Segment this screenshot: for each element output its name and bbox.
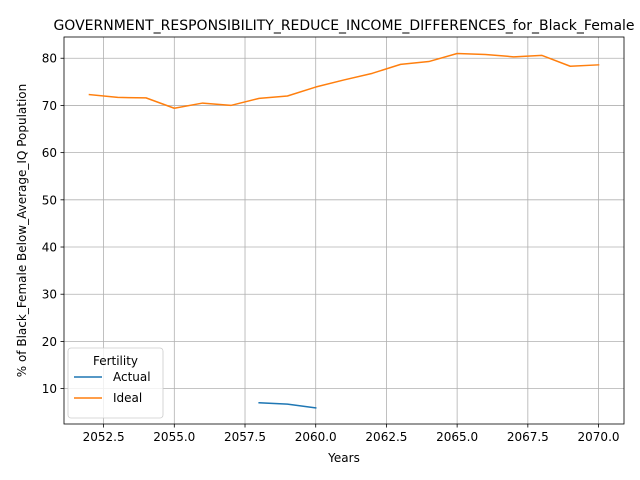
x-tick-label: 2060.0 [295, 430, 337, 444]
y-axis-label: % of Black_Female Below_Average_IQ Popul… [15, 84, 29, 378]
x-tick-label: 2070.0 [578, 430, 620, 444]
x-tick-label: 2055.0 [153, 430, 195, 444]
series-lines [88, 52, 600, 409]
y-axis-ticks: 10 20 30 40 50 60 70 80 [42, 52, 64, 396]
y-tick-label: 30 [42, 288, 57, 302]
y-tick-label: 20 [42, 335, 57, 349]
y-tick-label: 50 [42, 193, 57, 207]
legend-label-actual: Actual [113, 370, 151, 384]
chart-title: GOVERNMENT_RESPONSIBILITY_REDUCE_INCOME_… [53, 18, 634, 34]
y-tick-label: 60 [42, 146, 57, 160]
x-tick-label: 2065.0 [436, 430, 478, 444]
legend-box [67, 347, 164, 419]
series-line-actual [258, 401, 317, 409]
y-tick-label: 40 [42, 241, 57, 255]
legend: Fertility Actual Ideal [67, 347, 164, 419]
x-axis-ticks: 2052.5 2055.0 2057.5 2060.0 2062.5 2065.0 2067… [83, 424, 620, 444]
y-tick-label: 80 [42, 52, 57, 66]
plot-frame [63, 36, 625, 425]
y-tick-label: 70 [42, 99, 57, 113]
x-tick-label: 2057.5 [224, 430, 266, 444]
x-tick-label: 2067.5 [507, 430, 549, 444]
y-tick-label: 10 [42, 382, 57, 396]
legend-label-ideal: Ideal [113, 391, 142, 405]
legend-title: Fertility [93, 354, 138, 368]
series-line-ideal [88, 52, 600, 110]
x-tick-label: 2062.5 [365, 430, 407, 444]
x-tick-label: 2052.5 [83, 430, 125, 444]
x-axis-label: Years [327, 451, 360, 465]
